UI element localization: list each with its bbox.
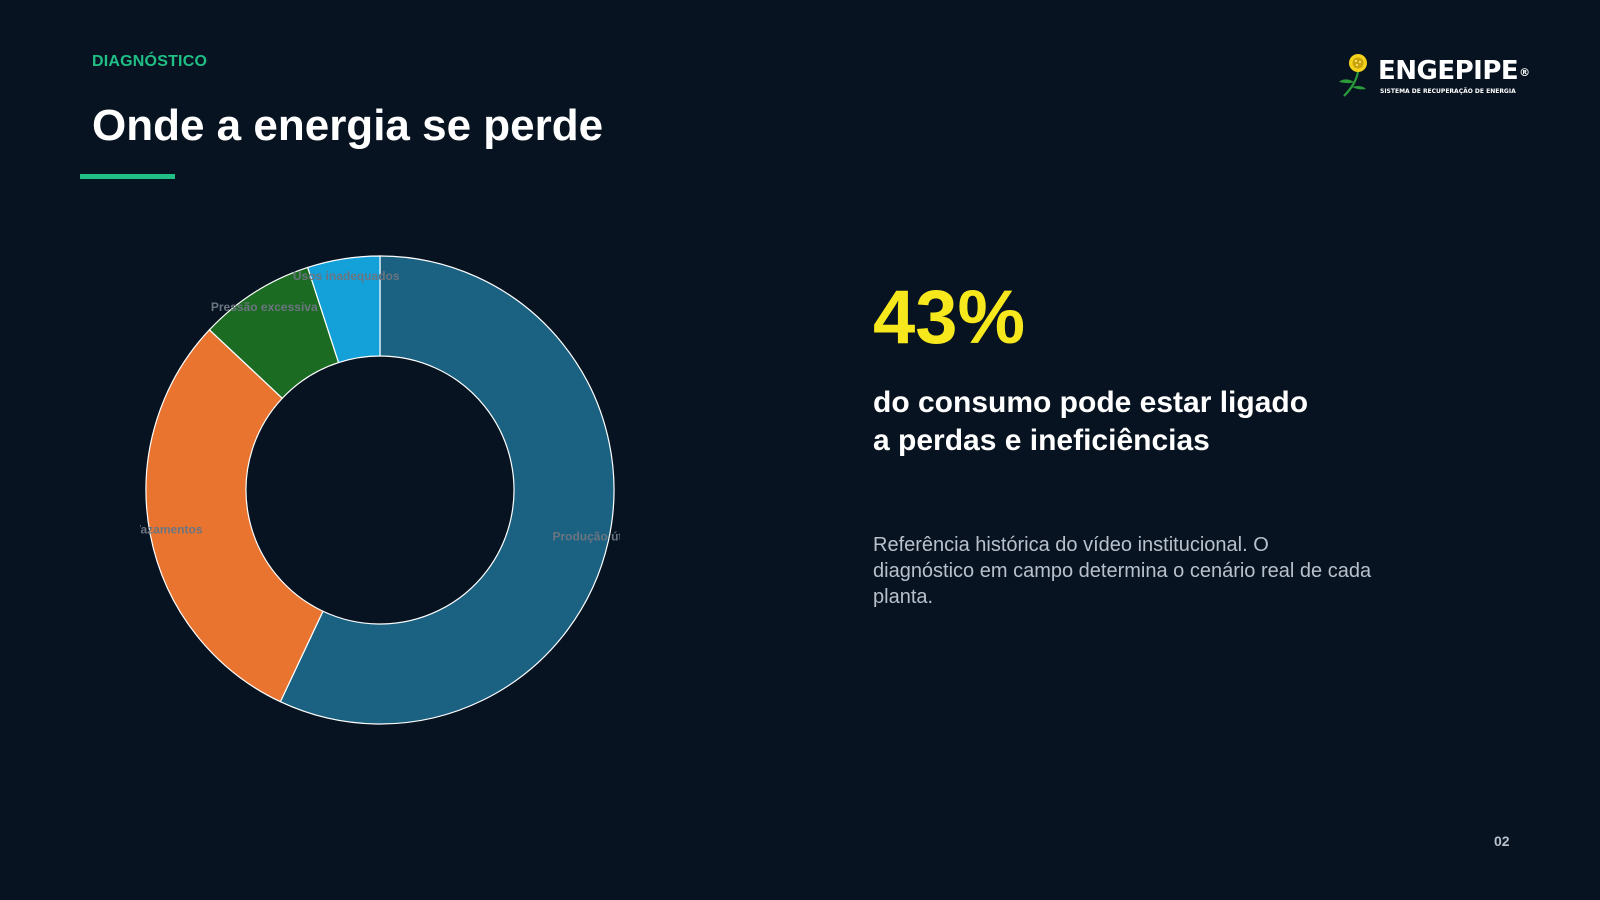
donut-slice-usos-inadequados	[306, 255, 381, 364]
stat-headline-line-1: do consumo pode estar ligado	[873, 386, 1309, 419]
donut-label-vazamentos: Vazamentos	[140, 523, 203, 537]
logo-wordmark: ENGEPIPE®	[1378, 56, 1530, 86]
page-title: Onde a energia se perde	[92, 101, 604, 150]
stat-value: 43%	[873, 275, 1026, 360]
donut-label-pressao-excessiva: Pressão excessiva	[211, 300, 318, 314]
donut-chart: Produção útil Vazamentos Pressão excessiva…	[140, 250, 620, 730]
stat-headline: do consumo pode estar ligado a perdas e …	[873, 384, 1393, 460]
logo-tagline: SISTEMA DE RECUPERAÇÃO DE ENERGIA	[1380, 88, 1516, 95]
registered-mark: ®	[1519, 66, 1530, 79]
engepipe-logo: ENGEPIPE® SISTEMA DE RECUPERAÇÃO DE ENER…	[1336, 52, 1530, 98]
sunflower-icon	[1339, 54, 1367, 97]
donut-chart-svg: Produção útil Vazamentos Pressão excessiva…	[140, 255, 620, 725]
title-underline	[80, 174, 175, 179]
donut-slice-producao-util	[279, 255, 615, 725]
donut-label-producao-util: Produção útil	[552, 529, 620, 543]
section-label: DIAGNÓSTICO	[92, 53, 208, 70]
page-number: 02	[1494, 833, 1510, 849]
stat-headline-line-2: a perdas e ineficiências	[873, 424, 1210, 457]
donut-label-usos-inadequados: Usos inadequados	[293, 269, 400, 283]
donut-slice-vazamentos	[145, 328, 324, 703]
stat-note: Referência histórica do vídeo institucio…	[873, 534, 1372, 608]
